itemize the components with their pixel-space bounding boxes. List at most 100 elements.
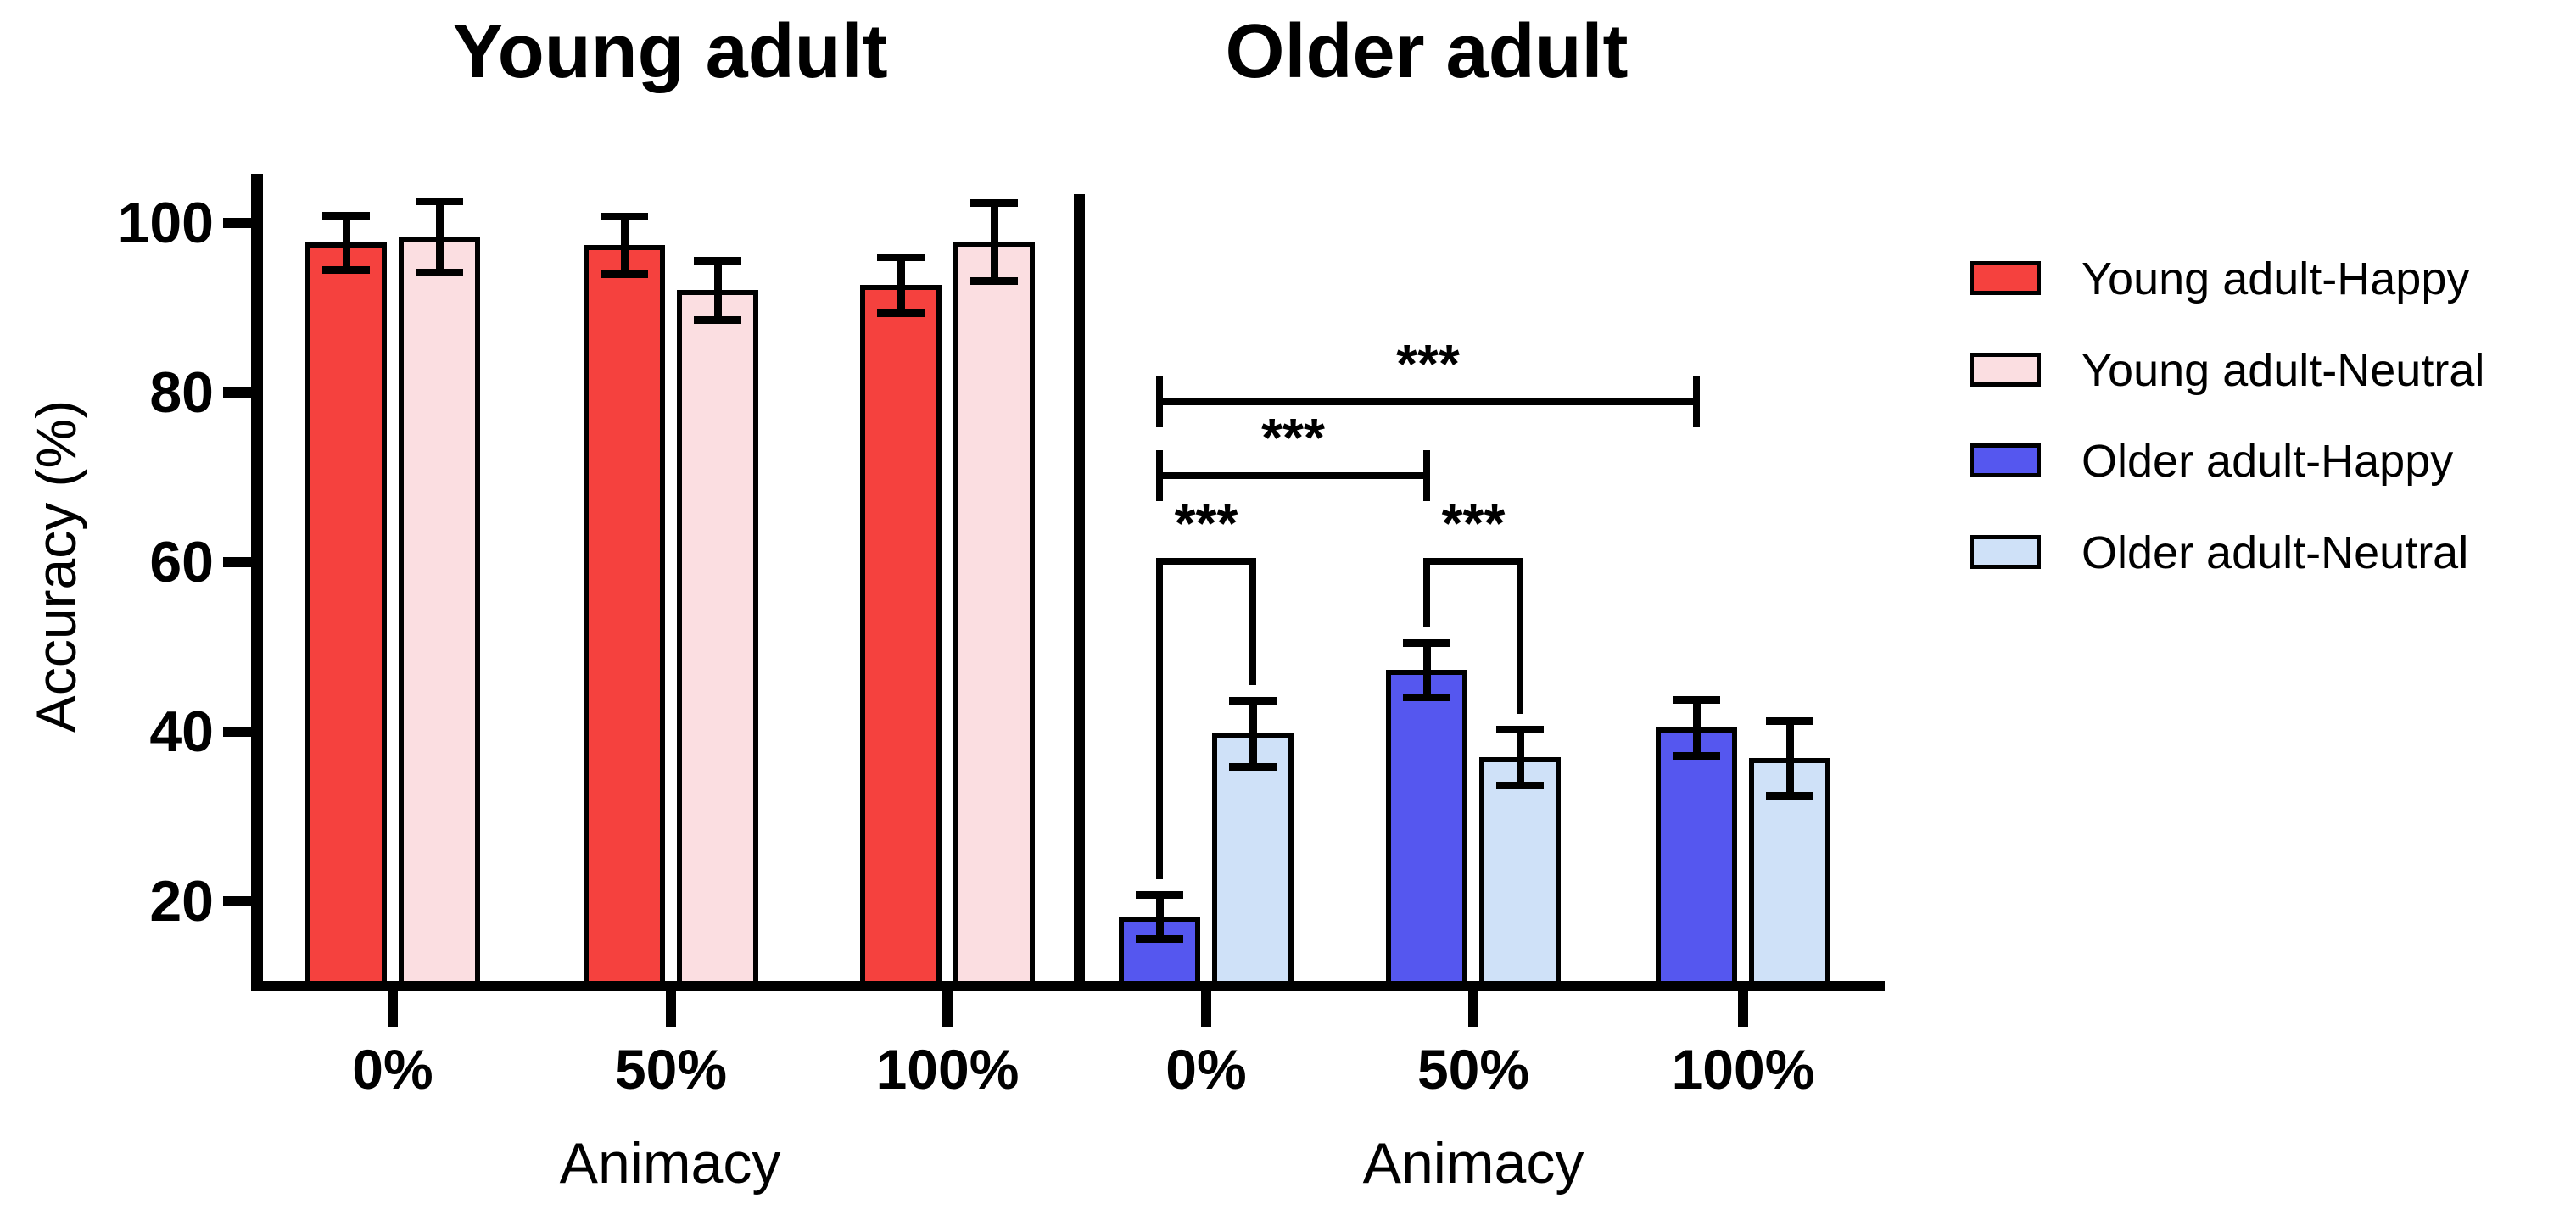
- panel-title-older-adult: Older adult: [1225, 9, 1629, 94]
- error-bar-line: [620, 216, 629, 274]
- error-bar-line: [990, 203, 998, 281]
- error-bar-cap-bottom: [416, 268, 463, 276]
- significance-stars: ***: [1174, 493, 1238, 555]
- y-axis-tick: [223, 896, 251, 906]
- error-bar-cap-bottom: [1229, 762, 1277, 771]
- significance-stars: ***: [1441, 493, 1506, 555]
- error-bar-line: [1692, 699, 1701, 755]
- y-axis-tick: [223, 727, 251, 737]
- error-bar-cap-bottom: [1403, 693, 1450, 701]
- x-axis-tick-label: 50%: [1417, 1038, 1530, 1101]
- x-axis-tick-label: 50%: [614, 1038, 728, 1101]
- error-bar-cap-bottom: [1766, 791, 1813, 800]
- panel-title-young-adult: Young adult: [452, 9, 888, 94]
- bar-older-adult-happy-50pct: [1386, 670, 1467, 986]
- legend-label-older-adult-happy: Older adult-Happy: [2081, 436, 2454, 487]
- x-axis-tick: [1738, 991, 1748, 1027]
- error-bar-cap-bottom: [1496, 781, 1544, 789]
- legend-swatch-young-adult-happy: [1970, 261, 2041, 295]
- x-axis-title-older-adult: Animacy: [1362, 1131, 1584, 1195]
- sig-bracket-end-tick: [1423, 450, 1430, 501]
- error-bar-line: [1249, 700, 1257, 766]
- x-axis-baseline: [251, 981, 1885, 991]
- bar-older-adult-neutral-50pct: [1479, 757, 1561, 986]
- x-axis-tick-label: 0%: [1165, 1038, 1247, 1101]
- legend-label-older-adult-neutral: Older adult-Neutral: [2081, 527, 2469, 578]
- legend-swatch-older-adult-neutral: [1970, 535, 2041, 569]
- bar-young-adult-happy-0pct: [305, 242, 387, 986]
- error-bar-line: [1422, 643, 1431, 697]
- error-bar-line: [1516, 729, 1524, 785]
- x-axis-tick-label: 100%: [875, 1038, 1020, 1101]
- y-axis-spine-left-panel: [251, 174, 263, 991]
- sig-bracket-top: [1423, 558, 1523, 565]
- error-bar-cap-top: [1496, 725, 1544, 733]
- error-bar-cap-top: [970, 198, 1018, 207]
- error-bar-line: [1785, 721, 1794, 795]
- sig-bracket-leg: [1423, 558, 1430, 627]
- x-axis-tick-label: 100%: [1671, 1038, 1815, 1101]
- sig-bracket-bar: [1159, 398, 1696, 405]
- y-axis-tick-label: 100: [117, 191, 214, 255]
- error-bar-line: [713, 260, 722, 320]
- significance-stars: ***: [1261, 407, 1325, 469]
- y-axis-tick: [223, 218, 251, 228]
- bar-young-adult-neutral-50pct: [677, 290, 758, 986]
- error-bar-cap-bottom: [322, 265, 370, 274]
- legend-swatch-young-adult-neutral: [1970, 353, 2041, 387]
- sig-bracket-top: [1156, 558, 1256, 565]
- y-axis-spine-right-panel: [1074, 194, 1085, 991]
- error-bar-cap-bottom: [1673, 751, 1720, 760]
- sig-bracket-end-tick: [1156, 376, 1163, 427]
- error-bar-cap-bottom: [970, 276, 1018, 285]
- y-axis-tick-label: 60: [149, 530, 214, 594]
- bar-young-adult-neutral-100pct: [953, 242, 1035, 986]
- bar-young-adult-happy-50pct: [584, 245, 665, 986]
- legend-swatch-older-adult-happy: [1970, 443, 2041, 477]
- sig-bracket-leg: [1156, 558, 1163, 879]
- error-bar-cap-bottom: [601, 270, 648, 278]
- y-axis-tick-label: 80: [149, 360, 214, 425]
- bar-older-adult-neutral-0pct: [1212, 733, 1294, 986]
- significance-stars: ***: [1396, 333, 1460, 395]
- bar-young-adult-happy-100pct: [860, 285, 942, 986]
- error-bar-cap-top: [877, 253, 925, 261]
- error-bar-cap-top: [322, 211, 370, 220]
- y-axis-tick-label: 40: [149, 699, 214, 764]
- error-bar-cap-top: [1766, 716, 1813, 725]
- error-bar-cap-top: [416, 197, 463, 205]
- sig-bracket-bar: [1159, 472, 1427, 479]
- error-bar-cap-top: [601, 212, 648, 220]
- x-axis-tick-label: 0%: [352, 1038, 433, 1101]
- error-bar-line: [435, 201, 444, 272]
- error-bar-cap-top: [1403, 638, 1450, 647]
- error-bar-cap-top: [1229, 696, 1277, 705]
- error-bar-cap-top: [1673, 695, 1720, 704]
- x-axis-title-young-adult: Animacy: [559, 1131, 781, 1195]
- error-bar-line: [897, 257, 905, 313]
- y-axis-tick: [223, 387, 251, 398]
- legend-label-young-adult-neutral: Young adult-Neutral: [2081, 345, 2485, 396]
- error-bar-line: [1155, 895, 1164, 939]
- sig-bracket-end-tick: [1156, 450, 1163, 501]
- y-axis-tick-label: 20: [149, 869, 214, 934]
- x-axis-tick: [1468, 991, 1478, 1027]
- x-axis-tick: [1201, 991, 1211, 1027]
- error-bar-cap-top: [1136, 890, 1183, 899]
- bar-young-adult-neutral-0pct: [399, 237, 480, 986]
- sig-bracket-leg: [1249, 558, 1256, 685]
- bar-older-adult-happy-100pct: [1656, 727, 1737, 986]
- error-bar-cap-bottom: [694, 315, 741, 324]
- legend-label-young-adult-happy: Young adult-Happy: [2081, 254, 2470, 304]
- error-bar-cap-bottom: [877, 309, 925, 317]
- x-axis-tick: [666, 991, 676, 1027]
- x-axis-tick: [388, 991, 398, 1027]
- error-bar-cap-top: [694, 256, 741, 265]
- sig-bracket-end-tick: [1693, 376, 1700, 427]
- sig-bracket-leg: [1517, 558, 1523, 714]
- error-bar-cap-bottom: [1136, 934, 1183, 943]
- x-axis-tick: [942, 991, 953, 1027]
- error-bar-line: [342, 215, 350, 270]
- y-axis-tick: [223, 557, 251, 567]
